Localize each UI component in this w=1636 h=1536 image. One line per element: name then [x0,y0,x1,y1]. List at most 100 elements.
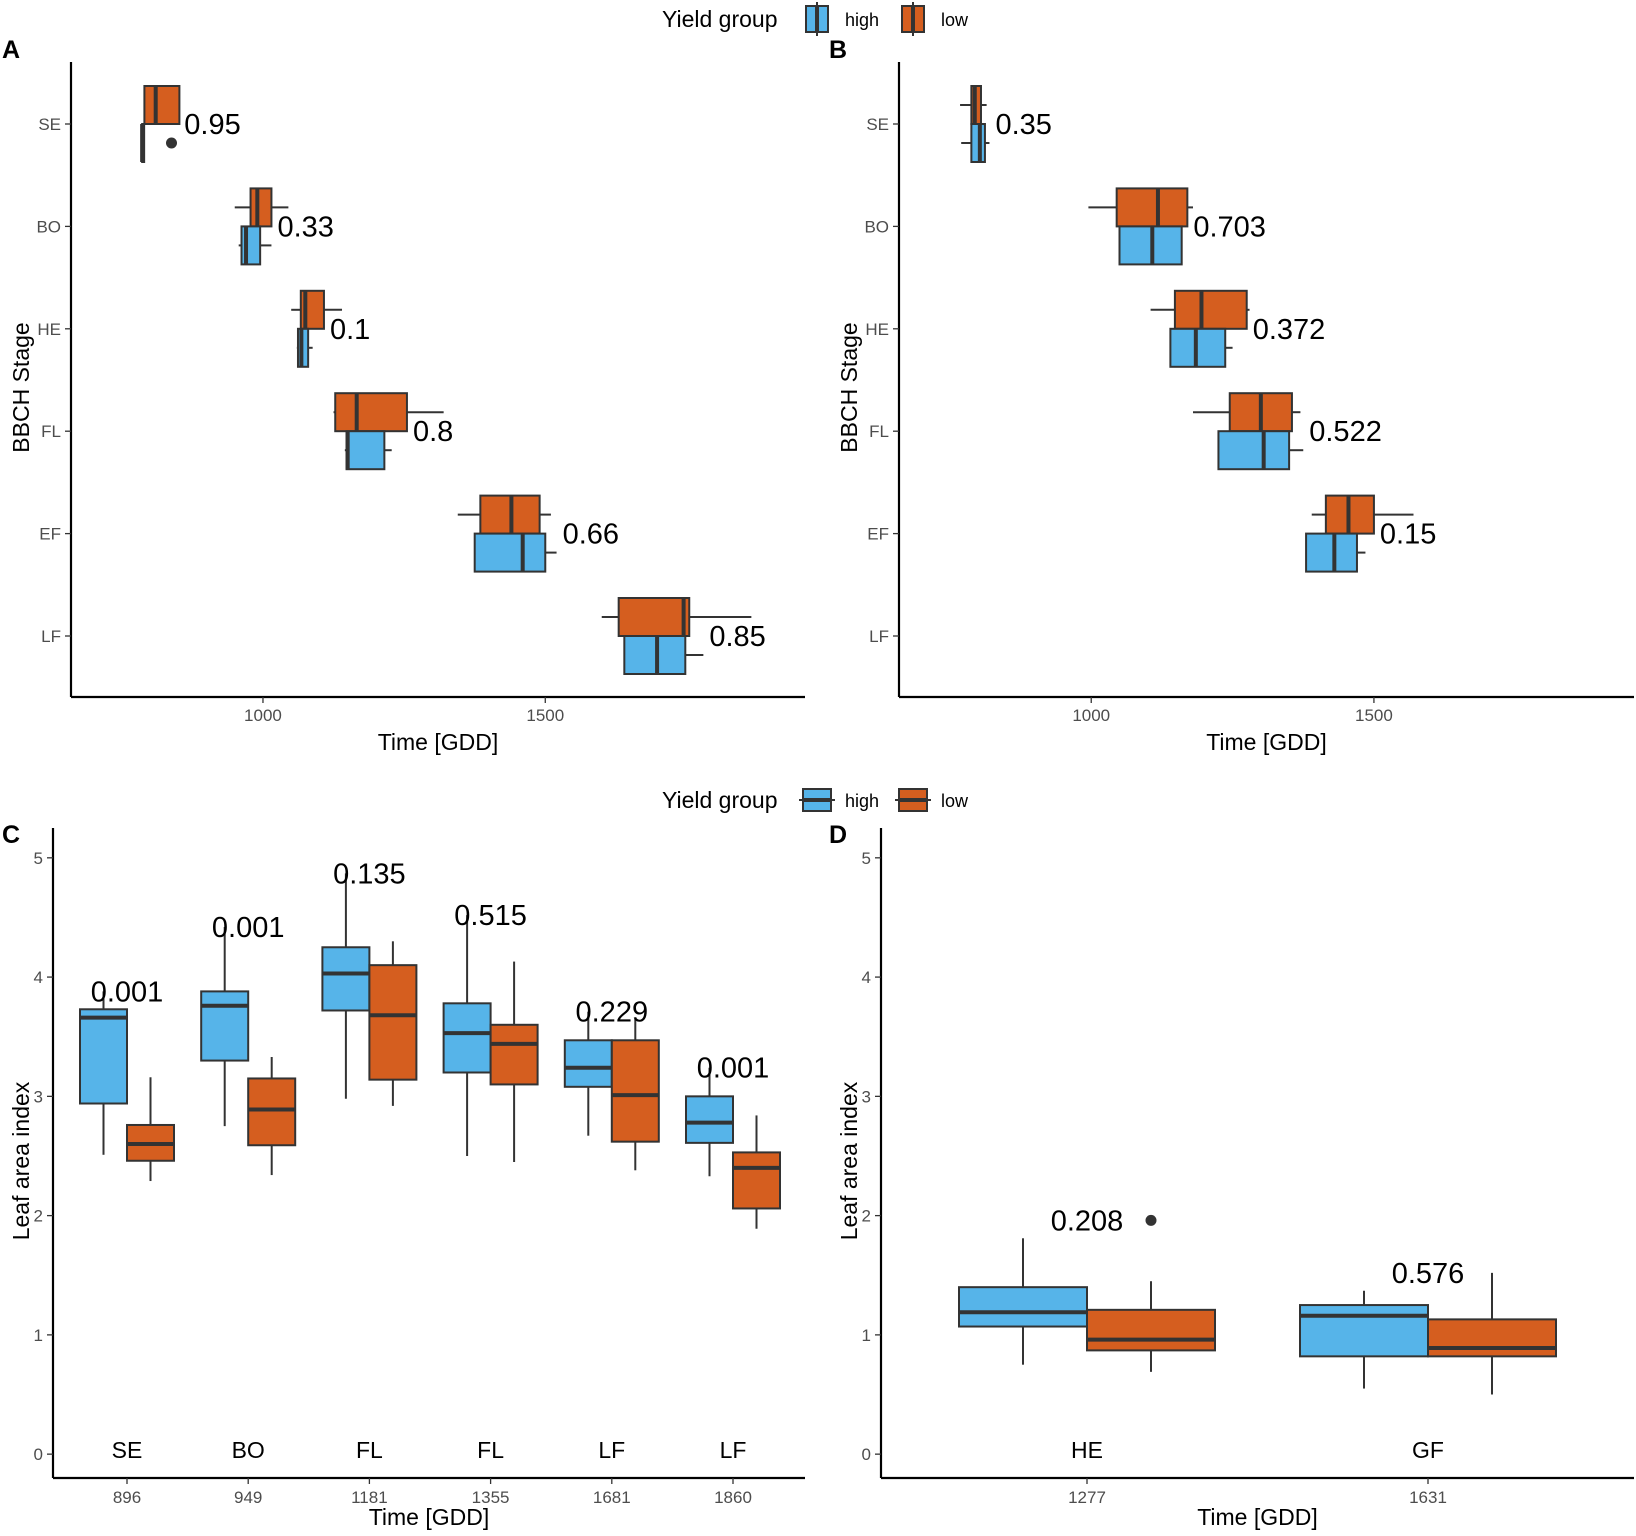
box-low-1355 [489,961,539,1162]
panel-d: D 0 1 2 3 4 5 1277 HE 1631 GF Time [GDD] Leaf area i… [829,821,1634,1530]
stage-label: FL [477,1437,504,1463]
x-axis-title: Time [GDD] [369,1504,490,1530]
box-body [610,1039,660,1143]
box-body [200,990,250,1062]
legend-label: high [845,10,879,30]
box-body [473,532,547,573]
box-high-1860 [685,1067,734,1177]
legend: Yield group high low [662,787,969,813]
box-low-949 [247,1056,297,1176]
box-body [249,187,273,228]
p-value-label: 0.66 [563,519,619,551]
y-axis-title: Leaf area index [836,1081,862,1240]
p-value-label: 0.15 [1380,519,1436,551]
legend-key-low: low [895,788,969,812]
x-axis-title: Time [GDD] [1197,1504,1318,1530]
box-body [685,1095,734,1144]
y-tick-label: 3 [862,1087,871,1106]
y-tick-label: HE [37,320,61,339]
box-low-se [960,85,987,125]
y-tick-label: BO [864,217,889,236]
legend-title: Yield group [662,6,778,32]
p-value-label: 0.576 [1392,1258,1465,1290]
x-tick-label: 1277 [1068,1488,1106,1507]
box-body [489,1023,539,1086]
box-body [321,946,371,1012]
stage-label: GF [1412,1437,1444,1463]
box-high-fl [1217,430,1304,471]
x-tick-label: 1000 [1072,706,1110,725]
p-value-label: 0.1 [330,314,370,346]
box-body [1305,532,1358,573]
box-body [1299,1304,1429,1358]
panel-c: C 0 1 2 3 4 5 896 SE 949 BO 1181 FL 1355 FL 1681 LF 1860 L… [2,821,805,1530]
box-high-896 [79,991,128,1155]
box-high-1631 [1299,1290,1429,1389]
p-value-label: 0.372 [1253,314,1326,346]
box-body [368,964,418,1081]
legend-label: low [941,791,969,811]
panel-tag: C [2,821,20,849]
y-tick-label: SE [38,115,61,134]
outlier-point [166,137,178,149]
box-low-1631 [1427,1272,1557,1395]
box-high-949 [200,926,250,1127]
panel-tag: B [829,36,847,64]
p-value-label: 0.135 [333,858,406,890]
x-axis-title: Time [GDD] [1206,729,1327,755]
panel-tag: A [2,36,20,64]
box-high-bo [238,225,272,266]
box-high-1681 [563,1011,613,1136]
box-body [442,1002,492,1074]
panel-a: A 1000 1500 SE BO HE FL EF LF Time [GDD] BBCH Stag… [2,36,805,755]
box-high-bo [1118,225,1183,266]
box-body [563,1039,613,1088]
x-tick-label: 1000 [244,706,282,725]
legend-title: Yield group [662,787,778,813]
box-body [345,430,386,471]
box-high-1355 [442,915,492,1156]
box-low-lf [601,597,752,637]
y-tick-label: 1 [34,1326,43,1345]
outlier-point [1145,1214,1157,1226]
x-tick-label: 1500 [1355,706,1393,725]
box-low-ef [457,494,551,535]
p-value-label: 0.8 [413,416,453,448]
p-value-label: 0.001 [697,1053,770,1085]
box-high-1277 [958,1238,1088,1365]
y-tick-label: LF [869,627,889,646]
y-tick-label: 3 [34,1087,43,1106]
box-low-1860 [732,1115,781,1229]
p-value-label: 0.35 [995,109,1051,141]
panel-tag: D [829,821,847,849]
y-tick-label: 4 [862,968,871,987]
stage-label: SE [112,1437,143,1463]
box-body [1217,430,1291,471]
x-tick-label: 949 [234,1488,262,1507]
x-tick-label: 1181 [351,1488,388,1507]
box-high-he [1169,327,1233,368]
x-tick-label: 1355 [472,1488,510,1507]
x-tick-label: 1500 [526,706,564,725]
box-body [1086,1308,1216,1352]
p-value-label: 0.001 [91,976,164,1008]
p-value-label: 0.85 [709,621,765,653]
stage-label: BO [232,1437,265,1463]
box-low-bo [1088,187,1193,228]
box-low-he [1150,289,1250,330]
box-body [247,1077,297,1147]
y-tick-label: 5 [862,849,871,868]
legend-label: low [941,10,969,30]
p-value-label: 0.001 [212,912,285,944]
y-tick-label: EF [39,525,61,544]
legend-label: high [845,791,879,811]
y-tick-label: EF [867,525,889,544]
stage-label: LF [720,1437,747,1463]
p-value-label: 0.703 [1193,211,1266,243]
stage-label: LF [598,1437,625,1463]
y-tick-label: 4 [34,968,43,987]
y-tick-label: FL [869,422,889,441]
x-tick-label: 1681 [593,1488,631,1507]
y-axis-title: BBCH Stage [8,322,34,452]
